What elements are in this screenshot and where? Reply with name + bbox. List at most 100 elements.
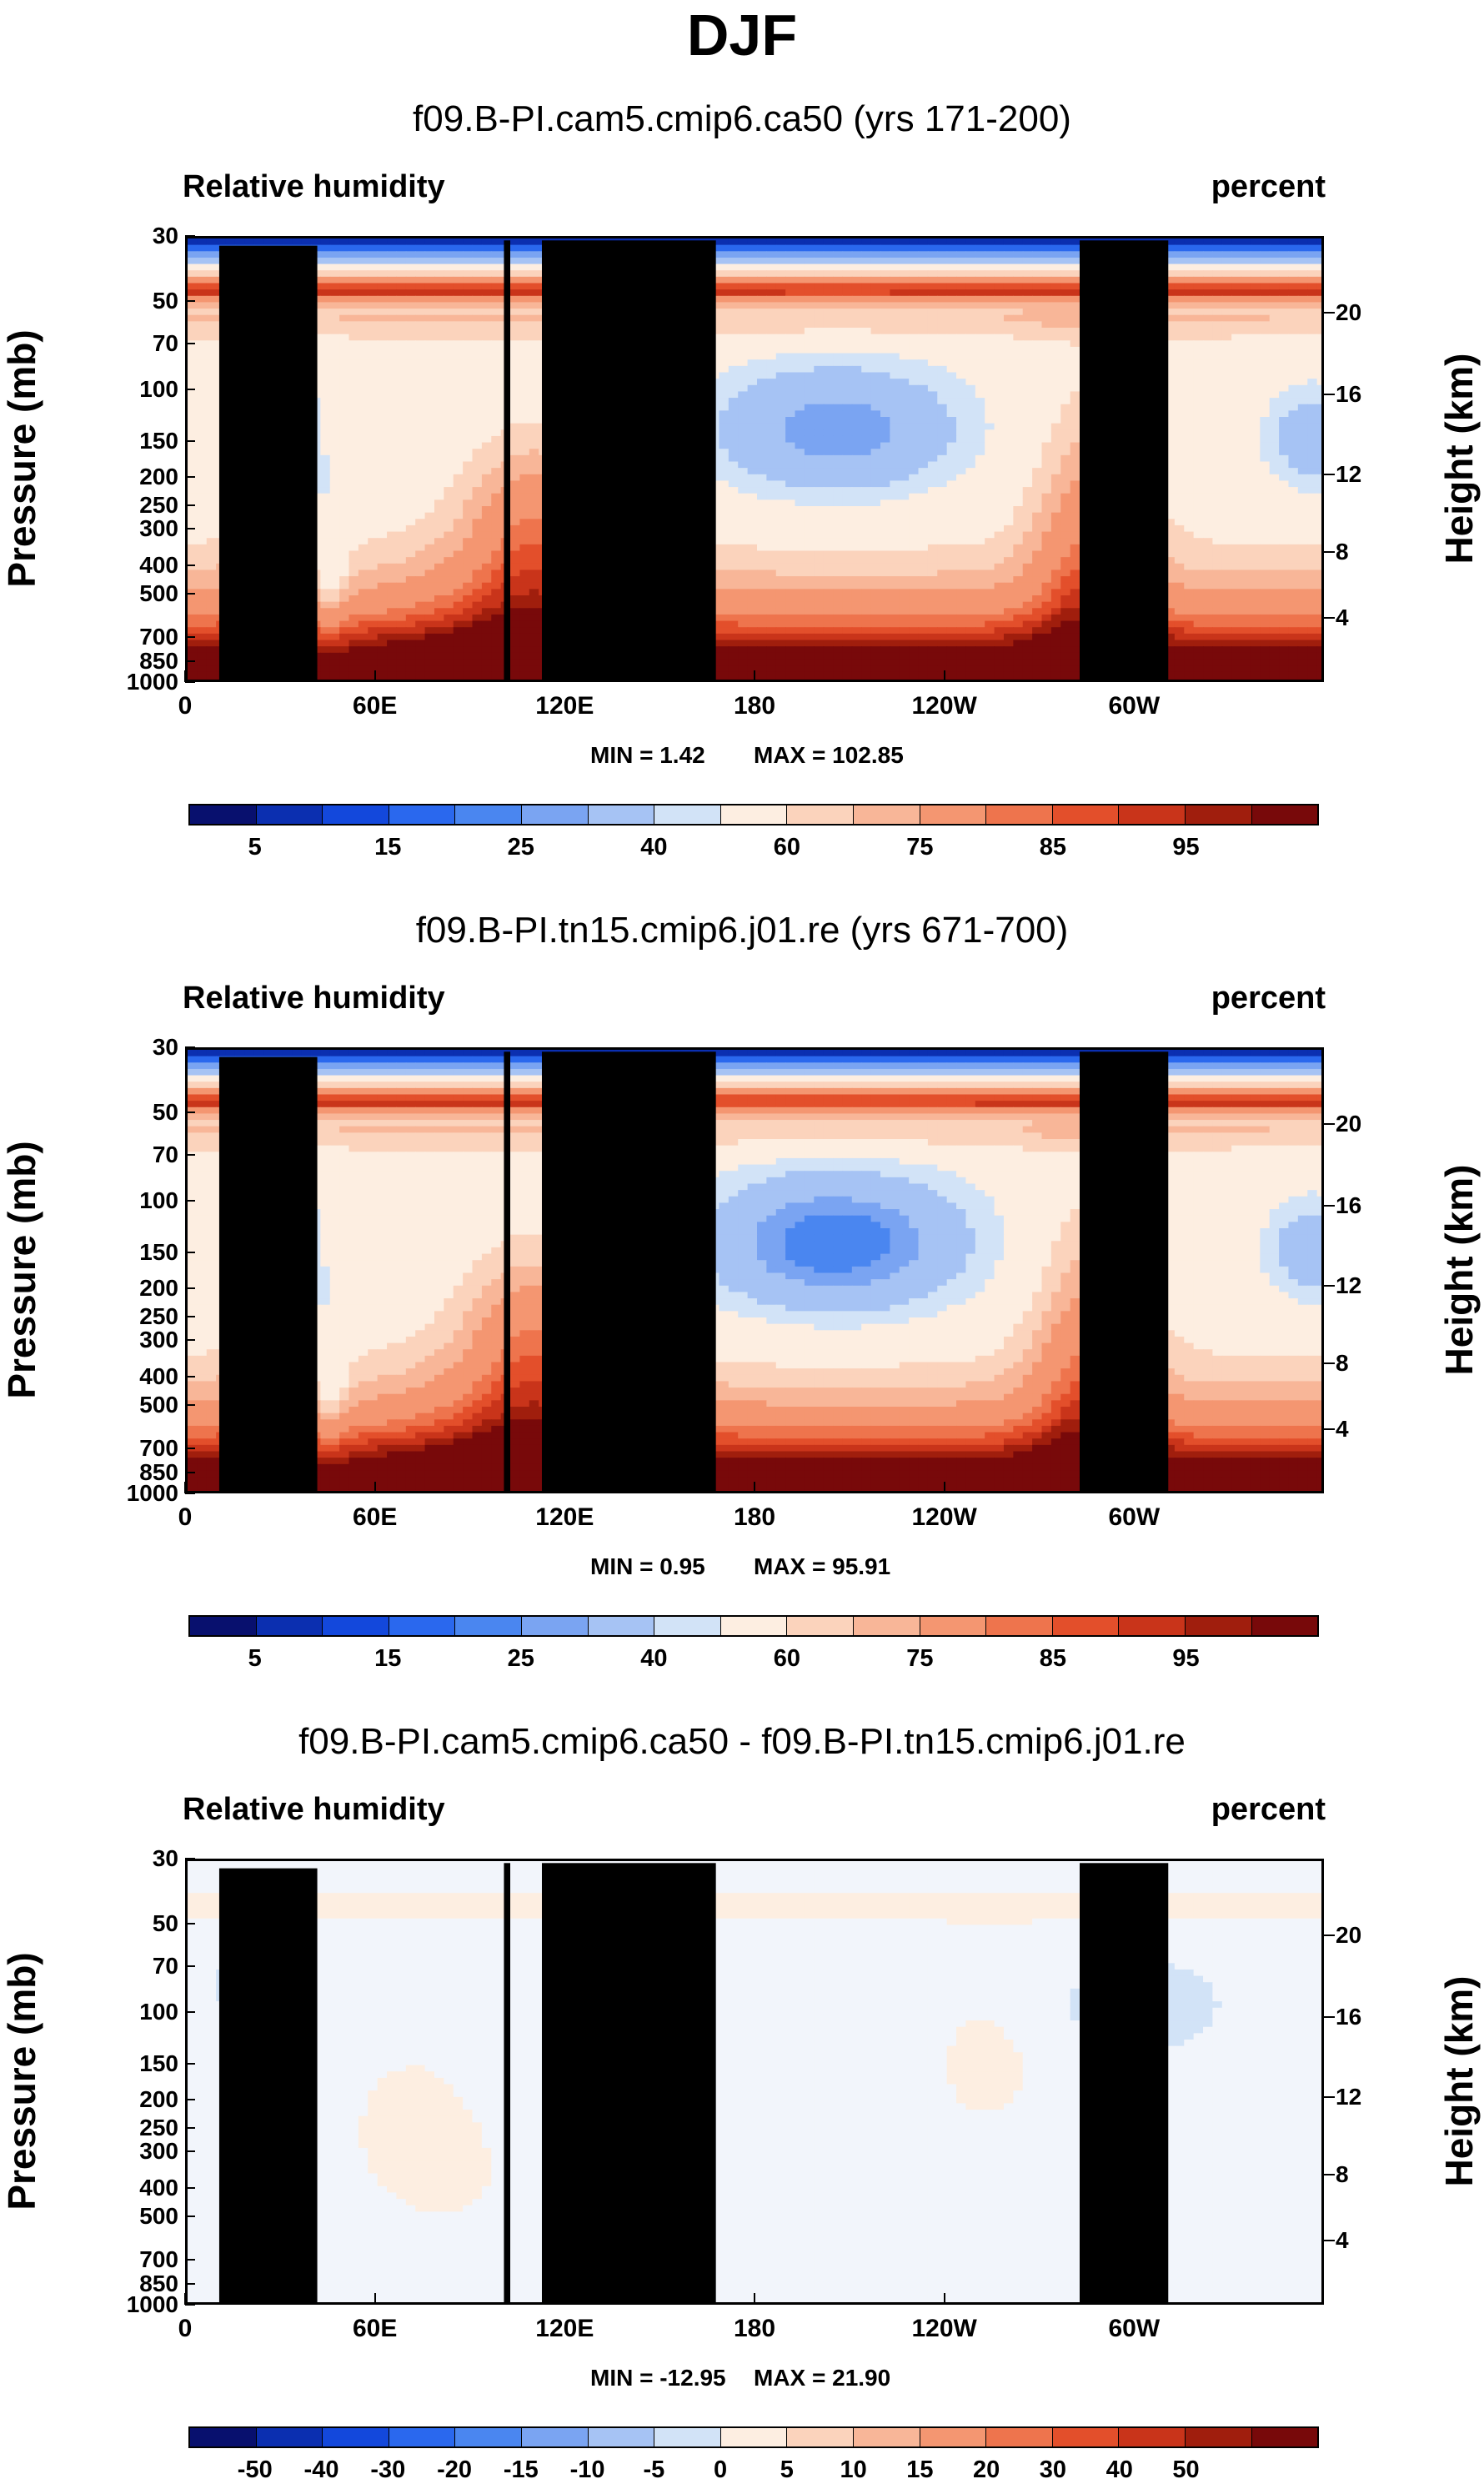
field-cell xyxy=(463,359,473,366)
field-cell xyxy=(852,270,862,277)
field-cell xyxy=(975,462,985,469)
field-cell xyxy=(378,436,388,443)
field-cell xyxy=(1023,296,1033,303)
field-cell xyxy=(1222,315,1232,322)
field-cell xyxy=(378,289,388,296)
field-cell xyxy=(1270,366,1280,373)
field-cell xyxy=(482,391,492,398)
field-cell xyxy=(482,340,492,347)
field-cell xyxy=(1042,289,1052,296)
field-cell xyxy=(861,404,871,411)
field-cell xyxy=(1251,455,1261,462)
field-cell xyxy=(339,334,349,341)
field-cell xyxy=(387,462,397,469)
field-cell xyxy=(1270,289,1280,296)
field-cell xyxy=(805,487,815,494)
field-cell xyxy=(909,455,919,462)
field-cell xyxy=(1060,334,1070,341)
field-cell xyxy=(909,398,919,404)
field-cell xyxy=(1222,436,1232,443)
field-cell xyxy=(805,354,815,360)
field-cell xyxy=(748,284,758,290)
field-cell xyxy=(473,499,483,506)
field-cell xyxy=(729,398,739,404)
field-cell xyxy=(1184,443,1194,449)
field-cell xyxy=(1212,264,1222,271)
field-cell xyxy=(776,277,786,284)
field-cell xyxy=(529,468,539,474)
field-cell xyxy=(985,410,995,417)
field-cell xyxy=(824,436,834,443)
field-cell xyxy=(330,494,340,500)
field-cell xyxy=(1023,404,1033,411)
field-cell xyxy=(956,270,966,277)
field-cell xyxy=(871,410,881,417)
field-cell xyxy=(358,284,368,290)
field-cell xyxy=(1317,455,1324,462)
field-cell xyxy=(719,398,729,404)
field-cell xyxy=(785,264,795,271)
field-cell xyxy=(339,474,349,481)
field-cell xyxy=(491,468,501,474)
field-cell xyxy=(757,359,767,366)
field-cell xyxy=(890,398,900,404)
field-cell xyxy=(1004,347,1014,354)
field-cell xyxy=(387,436,397,443)
field-cell xyxy=(719,487,729,494)
field-cell xyxy=(776,309,786,315)
field-cell xyxy=(785,328,795,334)
field-cell xyxy=(861,443,871,449)
field-cell xyxy=(805,379,815,385)
field-cell xyxy=(814,264,824,271)
field-cell xyxy=(965,404,975,411)
field-cell xyxy=(197,366,207,373)
field-cell xyxy=(824,398,834,404)
field-cell xyxy=(1070,289,1080,296)
field-cell xyxy=(1231,289,1241,296)
field-cell xyxy=(805,468,815,474)
field-cell xyxy=(188,373,198,379)
field-cell xyxy=(795,289,805,296)
field-cell xyxy=(378,245,388,252)
field-cell xyxy=(805,359,815,366)
field-cell xyxy=(776,238,786,245)
field-cell xyxy=(814,340,824,347)
field-cell xyxy=(729,258,739,264)
field-cell xyxy=(900,238,910,245)
field-cell xyxy=(482,347,492,354)
field-cell xyxy=(833,487,843,494)
field-cell xyxy=(519,373,529,379)
field-cell xyxy=(937,494,947,500)
field-cell xyxy=(273,238,283,245)
field-cell xyxy=(320,480,330,487)
field-cell xyxy=(1042,245,1052,252)
field-cell xyxy=(320,429,330,436)
field-cell xyxy=(1298,385,1308,392)
field-cell xyxy=(928,334,938,341)
field-cell xyxy=(320,334,330,341)
field-cell xyxy=(425,251,435,258)
field-cell xyxy=(1298,443,1308,449)
field-cell xyxy=(188,468,198,474)
field-cell xyxy=(795,480,805,487)
field-cell xyxy=(1013,270,1023,277)
field-cell xyxy=(358,404,368,411)
field-cell xyxy=(1260,270,1270,277)
field-cell xyxy=(757,321,767,328)
field-cell xyxy=(965,410,975,417)
field-cell xyxy=(1013,302,1023,309)
field-cell xyxy=(1288,366,1298,373)
field-cell xyxy=(1298,468,1308,474)
field-cell xyxy=(1203,391,1213,398)
field-cell xyxy=(463,315,473,322)
field-cell xyxy=(349,366,359,373)
field-cell xyxy=(1184,328,1194,334)
field-cell xyxy=(814,258,824,264)
field-cell xyxy=(719,424,729,430)
field-cell xyxy=(738,417,748,424)
field-cell xyxy=(444,354,454,360)
field-cell xyxy=(1013,258,1023,264)
field-cell xyxy=(748,238,758,245)
field-cell xyxy=(1222,245,1232,252)
field-cell xyxy=(207,474,217,481)
